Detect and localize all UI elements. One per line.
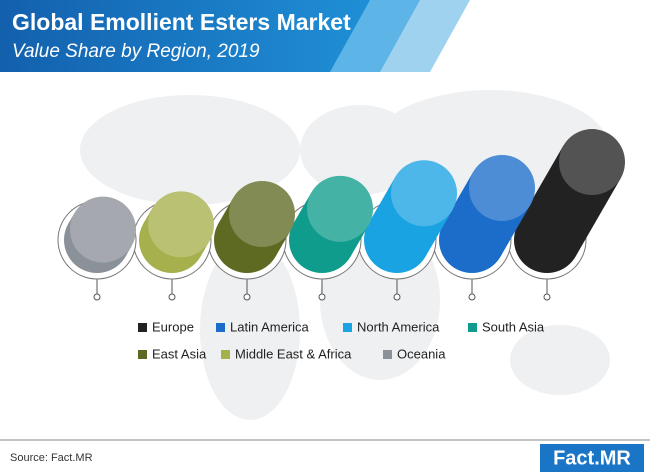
cylinder-cap [148,191,214,258]
pin-head [318,293,326,301]
legend-label: North America [357,319,440,334]
legend-swatch [343,323,352,332]
legend-label: Oceania [397,346,446,361]
pin-head [543,293,551,301]
legend-label: East Asia [152,346,207,361]
pin-head [393,293,401,301]
legend-swatch [138,350,147,359]
pin-head [468,293,476,301]
legend-label: Middle East & Africa [235,346,352,361]
cylinder-cap [559,129,625,196]
source: Source: Fact.MR [10,452,93,464]
legend-label: Latin America [230,319,310,334]
chart-title: Global Emollient Esters Market [12,9,351,35]
legend-swatch [383,350,392,359]
legend-swatch [216,323,225,332]
plot: Europe Latin America North America South As… [57,129,625,361]
legend-label: Europe [152,319,194,334]
header-banner [0,0,370,72]
cylinder-cap [469,155,535,222]
pin-head [93,293,101,301]
cylinder-cap [391,160,457,227]
chart-subtitle: Value Share by Region, 2019 [12,41,260,62]
cylinder-cap [307,175,373,242]
pin-head [168,293,176,301]
pin-head [243,293,251,301]
logo: Fact.MR [553,447,631,469]
legend-swatch [138,323,147,332]
legend-swatch [468,323,477,332]
cylinder-cap [70,196,136,263]
legend-label: South Asia [482,319,545,334]
logo-box [540,444,644,472]
cylinder-cap [229,181,295,248]
legend-swatch [221,350,230,359]
